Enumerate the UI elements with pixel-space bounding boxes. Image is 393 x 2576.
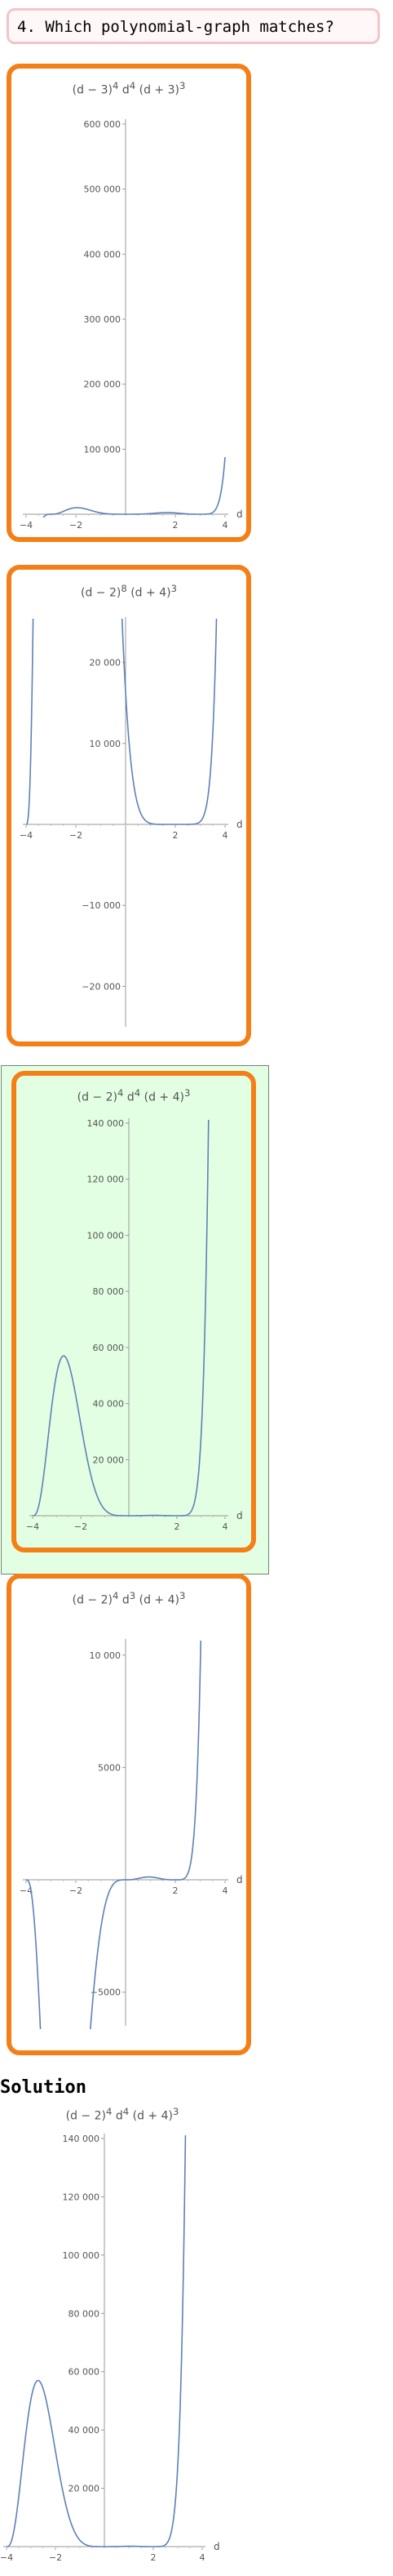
x-tick-label: −4 bbox=[0, 2552, 13, 2563]
formula-title: (d − 2)8 (d + 4)3 bbox=[80, 583, 177, 600]
x-tick-label: 4 bbox=[223, 1885, 228, 1896]
y-tick-label: −20 000 bbox=[82, 981, 121, 992]
formula-title: (d − 2)4 d4 (d + 4)3 bbox=[77, 1087, 191, 1104]
formula-title: (d − 2)4 d4 (d + 4)3 bbox=[65, 2106, 179, 2123]
y-tick-label: −10 000 bbox=[82, 900, 121, 911]
selected-option-highlight: (d − 2)4 d4 (d + 4)3 −4 −2 2 4 d 20 000 40 000 6… bbox=[1, 1065, 269, 1574]
option-card-c[interactable]: (d − 2)4 d4 (d + 4)3 −4 −2 2 4 d 20 000 40 000 6… bbox=[11, 1071, 256, 1552]
y-tick-label: 60 000 bbox=[93, 1343, 125, 1353]
x-tick-label: −2 bbox=[49, 2552, 62, 2563]
y-tick-label: 10 000 bbox=[90, 739, 121, 749]
y-tick-label: −5000 bbox=[91, 1988, 121, 1998]
x-tick-label: −4 bbox=[20, 830, 33, 841]
x-tick-label: 4 bbox=[223, 1521, 228, 1532]
y-tick-label: 60 000 bbox=[68, 2367, 100, 2378]
solution-heading: Solution bbox=[0, 2077, 86, 2098]
formula-text: (d − 3)4 d4 (d + 3)3 bbox=[72, 80, 186, 97]
option-d-plot: (d − 2)4 d3 (d + 4)3 −4 −2 2 4d −5000 5000 10 0… bbox=[20, 1590, 243, 2029]
y-tick-label: 200 000 bbox=[84, 380, 121, 390]
y-tick-label: 120 000 bbox=[87, 1175, 125, 1185]
y-tick-label: 40 000 bbox=[93, 1399, 125, 1410]
x-tick-label: −4 bbox=[20, 520, 33, 531]
x-tick-label: 2 bbox=[173, 830, 179, 841]
polynomial-curve bbox=[25, 619, 218, 825]
option-b-plot: (d − 2)8 (d + 4)3 −4 −2 2 4d −20 000 −10 000 10… bbox=[20, 583, 243, 1027]
y-tick-label: 140 000 bbox=[63, 2134, 100, 2144]
x-axis-label: d bbox=[236, 509, 243, 520]
y-tick-label: 140 000 bbox=[87, 1118, 125, 1129]
y-tick-label: 600 000 bbox=[84, 119, 121, 130]
x-tick-label: −2 bbox=[69, 520, 82, 531]
y-tick-label: 10 000 bbox=[90, 1650, 121, 1661]
solution-plot: (d − 2)4 d4 (d + 4)3 −4 −2 2 4d 20 000 40 000 6… bbox=[0, 2106, 220, 2563]
y-tick-label: 40 000 bbox=[68, 2425, 100, 2436]
formula-text: (d − 2)4 d4 (d + 4)3 bbox=[65, 2106, 179, 2123]
x-axis-label: d bbox=[214, 2541, 220, 2552]
formula-text: (d − 2)8 (d + 4)3 bbox=[80, 583, 177, 600]
y-tick-label: 5000 bbox=[98, 1762, 121, 1773]
polynomial-curve bbox=[7, 2135, 187, 2547]
x-tick-label: 4 bbox=[223, 520, 228, 531]
x-axis-label: d bbox=[236, 819, 243, 830]
option-a-plot: (d − 3)4 d4 (d + 3)3 −4 −2 2 4d 100 000 200 00… bbox=[20, 80, 243, 531]
x-tick-label: −2 bbox=[69, 1885, 82, 1896]
formula-title: (d − 3)4 d4 (d + 3)3 bbox=[72, 80, 186, 97]
x-tick-label: −2 bbox=[74, 1521, 87, 1532]
y-tick-label: 20 000 bbox=[93, 1455, 125, 1465]
y-tick-label: 120 000 bbox=[63, 2192, 100, 2202]
y-tick-label: 20 000 bbox=[68, 2484, 100, 2494]
option-card-a[interactable]: (d − 3)4 d4 (d + 3)3 −4 −2 2 4 d 100 000 200 00… bbox=[7, 64, 251, 542]
question-prompt: 4. Which polynomial-graph matches? bbox=[7, 8, 380, 44]
polynomial-curve bbox=[42, 456, 226, 517]
option-card-d[interactable]: (d − 2)4 d3 (d + 4)3 −4 −2 2 4 d −5000 5000 10 0… bbox=[7, 1574, 251, 2055]
y-tick-label: 100 000 bbox=[87, 1230, 125, 1241]
y-tick-label: 100 000 bbox=[84, 444, 121, 455]
y-tick-label: 100 000 bbox=[63, 2250, 100, 2261]
x-tick-label: −4 bbox=[26, 1521, 39, 1532]
y-tick-label: 500 000 bbox=[84, 184, 121, 195]
option-c-plot: (d − 2)4 d4 (d + 4)3 −4 −2 2 4d 20 000 40 000 6… bbox=[26, 1087, 243, 1532]
formula-text: (d − 2)4 d3 (d + 4)3 bbox=[72, 1590, 186, 1607]
x-axis-label: d bbox=[236, 1874, 243, 1885]
x-tick-label: 2 bbox=[174, 1521, 180, 1532]
x-tick-label: 2 bbox=[151, 2552, 157, 2563]
x-tick-label: −4 bbox=[20, 1885, 33, 1896]
y-tick-label: 80 000 bbox=[93, 1286, 125, 1297]
x-tick-label: 4 bbox=[200, 2552, 205, 2563]
solution-chart: (d − 2)4 d4 (d + 4)3 −4 −2 2 4 d 20 000 40 000 6… bbox=[0, 2106, 245, 2576]
y-tick-label: 80 000 bbox=[68, 2308, 100, 2319]
x-tick-label: −2 bbox=[69, 830, 82, 841]
option-card-b[interactable]: (d − 2)8 (d + 4)3 −4 −2 2 4 d −20 000 −10 000 10… bbox=[7, 565, 251, 1046]
x-tick-label: 4 bbox=[223, 830, 228, 841]
polynomial-curve bbox=[33, 1120, 210, 1517]
y-tick-label: 20 000 bbox=[90, 658, 121, 668]
x-tick-label: 2 bbox=[173, 1885, 179, 1896]
polynomial-curve bbox=[26, 1641, 202, 2029]
formula-title: (d − 2)4 d3 (d + 4)3 bbox=[72, 1590, 186, 1607]
y-tick-label: 400 000 bbox=[84, 249, 121, 260]
x-tick-label: 2 bbox=[173, 520, 179, 531]
y-tick-label: 300 000 bbox=[84, 314, 121, 325]
formula-text: (d − 2)4 d4 (d + 4)3 bbox=[77, 1087, 191, 1104]
x-axis-label: d bbox=[236, 1510, 243, 1521]
